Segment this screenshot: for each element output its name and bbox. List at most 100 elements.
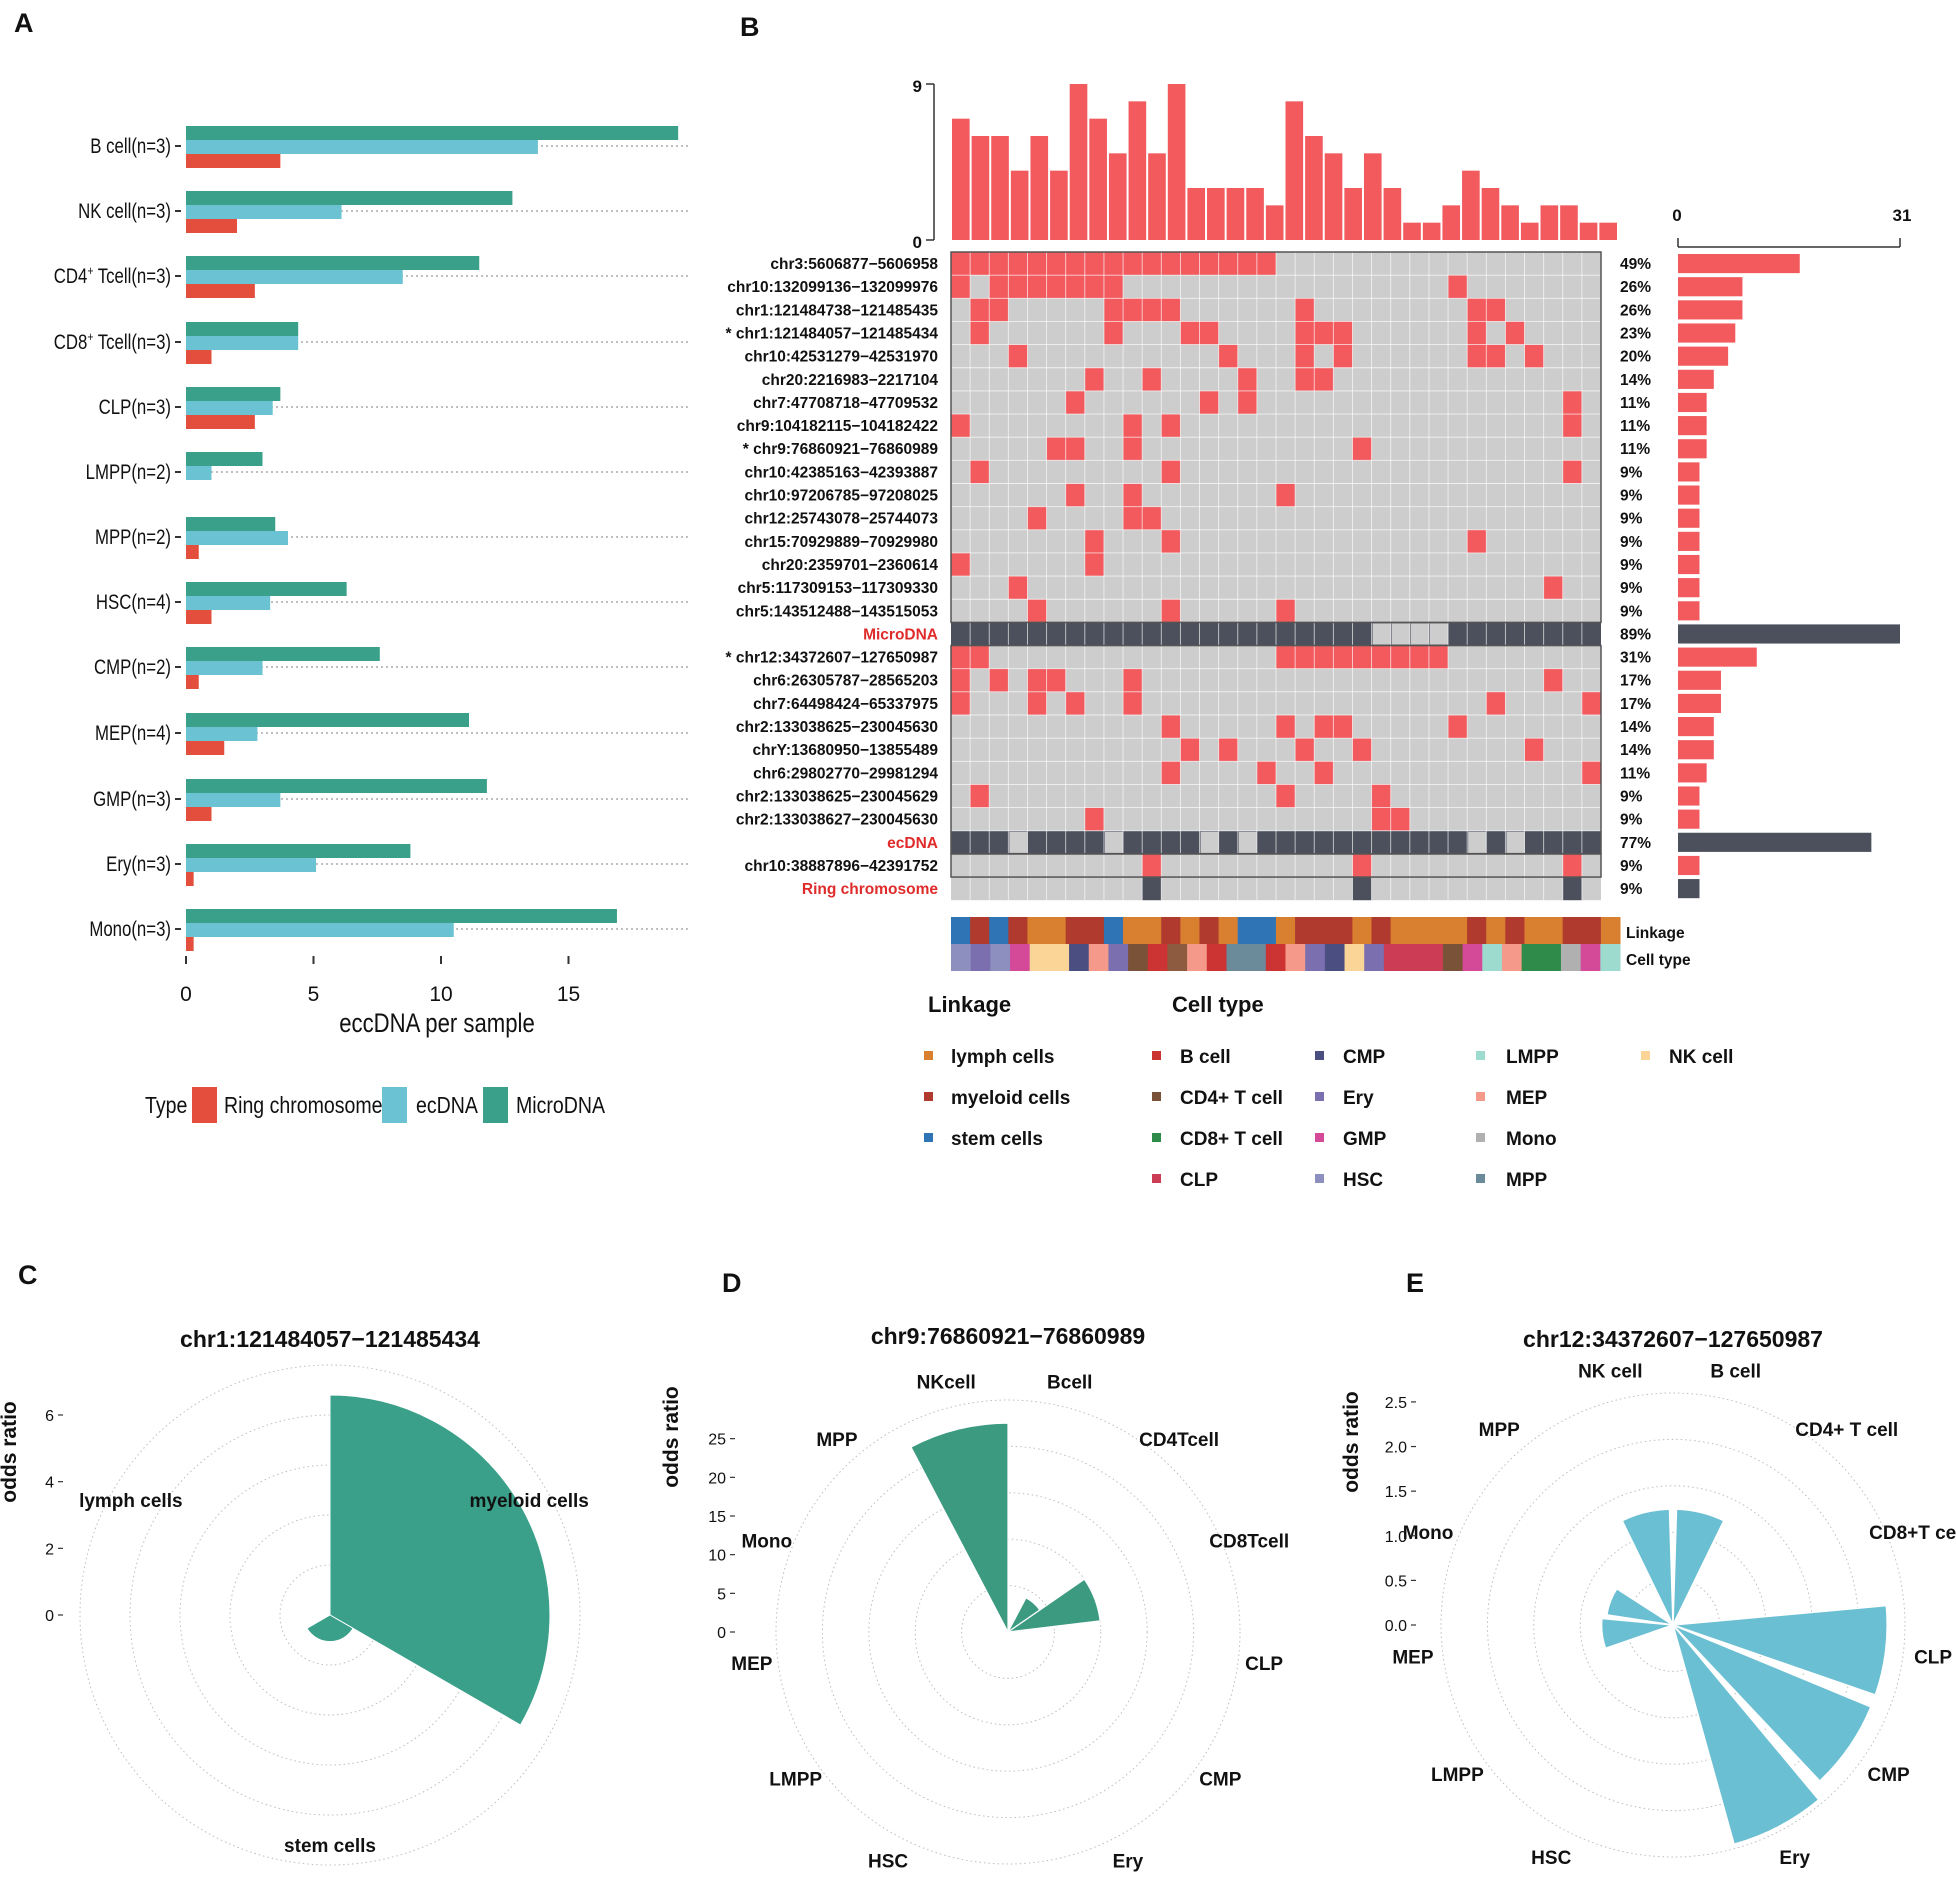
linkage-cell — [1562, 917, 1583, 944]
row-label: chr15:70929889−70929980 — [744, 534, 938, 551]
heatmap-cell-hit — [1027, 252, 1047, 276]
row-total-bar — [1678, 346, 1729, 366]
heatmap-cell-hit — [1352, 437, 1372, 461]
category-label-part: CD8 — [54, 331, 88, 354]
heatmap-cell-hit — [1352, 877, 1372, 901]
linkage-cell — [1524, 917, 1545, 944]
legend-swatch — [1315, 1051, 1324, 1060]
bar-ecdna — [186, 466, 212, 480]
heatmap-cell-hit — [1486, 298, 1506, 322]
heatmap-cell-hit — [1295, 344, 1315, 368]
radial-bar — [1605, 1587, 1674, 1626]
heatmap-cell-hit — [1562, 460, 1582, 484]
row-label: chr10:42531279−42531970 — [744, 349, 938, 366]
legend-item-label: GMP — [1343, 1129, 1387, 1150]
celltype-cell — [1521, 944, 1542, 971]
heatmap-cell-hit — [1180, 738, 1200, 762]
heatmap-cell-hit — [1581, 761, 1601, 785]
celltype-cell — [990, 944, 1011, 971]
legend-item-label: HSC — [1343, 1170, 1383, 1191]
celltype-cell — [1364, 944, 1385, 971]
heatmap-cell-hit — [1161, 298, 1181, 322]
celltype-cell — [1482, 944, 1503, 971]
row-label: chr12:25743078−25744073 — [744, 511, 938, 528]
heatmap-cell-hit — [1448, 275, 1468, 299]
celltype-cell — [1206, 944, 1227, 971]
row-total-bar — [1678, 485, 1700, 505]
legend-swatch — [192, 1087, 217, 1123]
row-total-bar — [1678, 392, 1707, 413]
celltype-cell — [1069, 944, 1090, 971]
heatmap-cell-hit — [1084, 552, 1104, 577]
row-percent: 14% — [1620, 742, 1651, 759]
y-tick-label: 2.0 — [1385, 1440, 1407, 1457]
bar-ecdna — [186, 336, 299, 350]
row-percent: 17% — [1620, 696, 1651, 713]
row-total-bar — [1678, 531, 1700, 551]
heatmap-cell-hit — [1065, 252, 1085, 276]
heatmap-cell-hit — [1142, 367, 1162, 391]
y-tick-label: 1.0 — [1385, 1529, 1407, 1546]
row-total-bar — [1678, 300, 1743, 320]
bar-ecdna — [186, 596, 271, 610]
heatmap-cell-hit — [970, 298, 990, 322]
category-label: CD8+ Tcell(n=3) — [54, 330, 171, 355]
legend-item-label: NK cell — [1669, 1047, 1733, 1068]
x-tick-label: 10 — [429, 983, 452, 1006]
row-label: chr7:47708718−47709532 — [753, 395, 938, 412]
category-label-sup: + — [87, 264, 93, 278]
bar-microdna — [186, 844, 411, 858]
linkage-cell — [1581, 917, 1602, 944]
column-total-bar — [1167, 84, 1186, 240]
celltype-cell — [1600, 944, 1621, 971]
bar-microdna — [186, 713, 470, 727]
row-label: chr10:42385163−42393887 — [744, 464, 938, 481]
row-label: chr20:2359701−2360614 — [762, 557, 939, 574]
heatmap-cell-hit — [1562, 414, 1582, 438]
bar-microdna — [186, 517, 276, 531]
grid-circle — [1440, 1392, 1906, 1858]
heatmap-cell-hit — [1314, 321, 1334, 345]
linkage-cell — [1600, 917, 1621, 944]
legend-title: Linkage — [928, 992, 1011, 1017]
chart-title: chr9:76860921−76860989 — [871, 1323, 1145, 1349]
category-label: LMPP — [769, 1770, 822, 1791]
legend-item-label: CMP — [1343, 1047, 1386, 1068]
bar-microdna — [186, 126, 679, 140]
heatmap-cell-hit — [1103, 275, 1124, 299]
heatmap-cell-hit — [1180, 252, 1200, 276]
panel-letter-d: D — [722, 1268, 742, 1298]
category-label: B cell(n=3) — [90, 135, 171, 158]
category-label: lymph cells — [79, 1491, 183, 1512]
row-total-bar — [1678, 832, 1872, 852]
category-label: Ery — [1779, 1848, 1810, 1869]
grid-circle — [775, 1399, 1241, 1865]
heatmap-cell-hit — [1123, 298, 1143, 322]
heatmap-cell-hit — [1276, 715, 1296, 739]
celltype-cell — [1167, 944, 1188, 971]
category-label: Bcell — [1047, 1372, 1092, 1393]
row-percent: 11% — [1620, 395, 1650, 412]
legend-item-label: CD4+ T cell — [1180, 1088, 1283, 1109]
legend-swatch — [1315, 1092, 1324, 1101]
category-label: CD8Tcell — [1209, 1532, 1289, 1553]
heatmap-cell-hit — [1084, 252, 1104, 276]
legend-item-label: ecDNA — [416, 1093, 479, 1119]
category-label-part: Tcell(n=3) — [93, 265, 171, 288]
panel-letter-e: E — [1406, 1268, 1424, 1298]
row-label: chr2:133038625−230045630 — [736, 719, 938, 736]
category-label: MEP — [1392, 1648, 1434, 1669]
row-label: chr10:97206785−97208025 — [744, 488, 938, 505]
panel-a: AB cell(n=3)NK cell(n=3)CD4+ Tcell(n=3)C… — [14, 8, 690, 1123]
celltype-cell — [1324, 944, 1346, 971]
row-total-bar — [1678, 624, 1900, 644]
heatmap-cell-hit — [1524, 738, 1544, 762]
heatmap-cell-hit — [1256, 761, 1276, 785]
row-label: chr5:143512488−143515053 — [736, 603, 939, 620]
column-total-bar — [1128, 101, 1147, 240]
heatmap-cell-hit — [1562, 877, 1582, 901]
row-label: chr20:2216983−2217104 — [762, 372, 939, 389]
row-label: chr9:104182115−104182422 — [737, 418, 938, 435]
heatmap-cell-hit — [1008, 344, 1028, 368]
